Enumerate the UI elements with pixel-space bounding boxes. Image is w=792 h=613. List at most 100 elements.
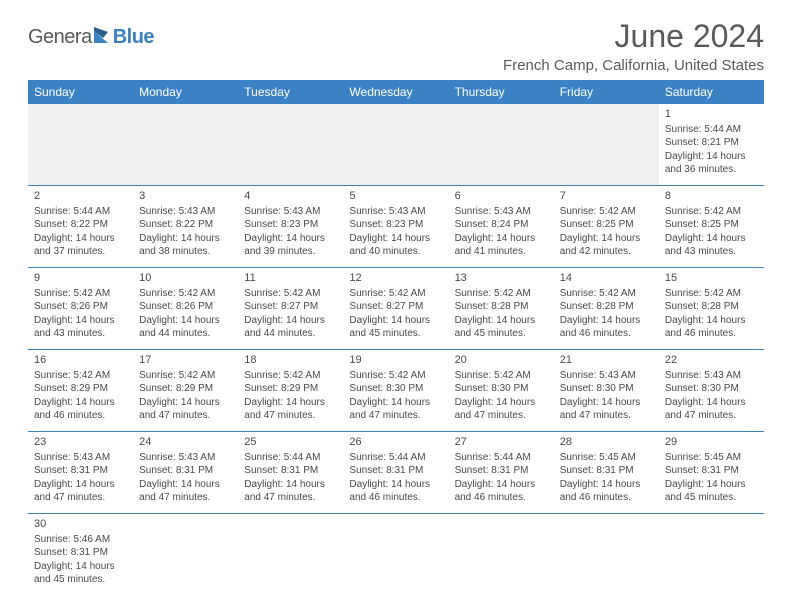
day-number: 7 [560,189,653,204]
calendar-day-cell [449,104,554,186]
day-daylight: Daylight: 14 hours and 44 minutes. [244,314,337,341]
calendar-day-cell [554,514,659,596]
calendar-day-cell: 3Sunrise: 5:43 AMSunset: 8:22 PMDaylight… [133,186,238,268]
day-sunrise: Sunrise: 5:42 AM [560,205,653,219]
day-sunrise: Sunrise: 5:42 AM [34,369,127,383]
day-sunset: Sunset: 8:22 PM [139,218,232,232]
calendar-week-row: 2Sunrise: 5:44 AMSunset: 8:22 PMDaylight… [28,186,764,268]
day-daylight: Daylight: 14 hours and 41 minutes. [455,232,548,259]
calendar-day-cell [554,104,659,186]
day-number: 17 [139,353,232,368]
day-sunrise: Sunrise: 5:42 AM [139,287,232,301]
day-sunset: Sunset: 8:30 PM [665,382,758,396]
calendar-day-cell: 8Sunrise: 5:42 AMSunset: 8:25 PMDaylight… [659,186,764,268]
calendar-day-cell: 26Sunrise: 5:44 AMSunset: 8:31 PMDayligh… [343,432,448,514]
day-sunrise: Sunrise: 5:42 AM [139,369,232,383]
day-sunrise: Sunrise: 5:44 AM [665,123,758,137]
day-sunrise: Sunrise: 5:45 AM [560,451,653,465]
day-sunrise: Sunrise: 5:43 AM [139,205,232,219]
day-sunset: Sunset: 8:31 PM [139,464,232,478]
calendar-day-cell: 16Sunrise: 5:42 AMSunset: 8:29 PMDayligh… [28,350,133,432]
logo-text-1: Genera [28,26,92,49]
day-sunset: Sunset: 8:31 PM [455,464,548,478]
day-daylight: Daylight: 14 hours and 42 minutes. [560,232,653,259]
day-daylight: Daylight: 14 hours and 46 minutes. [560,314,653,341]
day-daylight: Daylight: 14 hours and 39 minutes. [244,232,337,259]
calendar-day-cell [343,514,448,596]
day-daylight: Daylight: 14 hours and 47 minutes. [244,396,337,423]
day-sunrise: Sunrise: 5:43 AM [665,369,758,383]
calendar-day-cell [133,104,238,186]
day-daylight: Daylight: 14 hours and 45 minutes. [455,314,548,341]
day-sunrise: Sunrise: 5:42 AM [34,287,127,301]
logo-icon [94,27,112,48]
calendar-day-cell: 25Sunrise: 5:44 AMSunset: 8:31 PMDayligh… [238,432,343,514]
day-sunset: Sunset: 8:31 PM [244,464,337,478]
day-sunrise: Sunrise: 5:44 AM [244,451,337,465]
calendar-day-cell [28,104,133,186]
calendar-week-row: 30Sunrise: 5:46 AMSunset: 8:31 PMDayligh… [28,514,764,596]
calendar-day-cell [133,514,238,596]
day-daylight: Daylight: 14 hours and 47 minutes. [455,396,548,423]
day-number: 19 [349,353,442,368]
day-sunset: Sunset: 8:31 PM [34,546,127,560]
day-sunrise: Sunrise: 5:42 AM [349,287,442,301]
day-number: 20 [455,353,548,368]
day-daylight: Daylight: 14 hours and 46 minutes. [455,478,548,505]
day-daylight: Daylight: 14 hours and 46 minutes. [560,478,653,505]
weekday-header: Saturday [659,80,764,104]
day-daylight: Daylight: 14 hours and 44 minutes. [139,314,232,341]
day-sunset: Sunset: 8:21 PM [665,136,758,150]
calendar-day-cell: 13Sunrise: 5:42 AMSunset: 8:28 PMDayligh… [449,268,554,350]
day-daylight: Daylight: 14 hours and 46 minutes. [349,478,442,505]
day-sunrise: Sunrise: 5:42 AM [665,205,758,219]
day-sunset: Sunset: 8:30 PM [349,382,442,396]
day-sunrise: Sunrise: 5:42 AM [665,287,758,301]
day-sunrise: Sunrise: 5:43 AM [244,205,337,219]
calendar-day-cell [238,514,343,596]
day-daylight: Daylight: 14 hours and 46 minutes. [34,396,127,423]
day-sunrise: Sunrise: 5:42 AM [349,369,442,383]
day-daylight: Daylight: 14 hours and 38 minutes. [139,232,232,259]
day-sunrise: Sunrise: 5:45 AM [665,451,758,465]
calendar-day-cell: 7Sunrise: 5:42 AMSunset: 8:25 PMDaylight… [554,186,659,268]
day-sunrise: Sunrise: 5:43 AM [349,205,442,219]
calendar-day-cell [449,514,554,596]
day-number: 15 [665,271,758,286]
calendar-day-cell: 19Sunrise: 5:42 AMSunset: 8:30 PMDayligh… [343,350,448,432]
calendar-day-cell: 17Sunrise: 5:42 AMSunset: 8:29 PMDayligh… [133,350,238,432]
day-daylight: Daylight: 14 hours and 47 minutes. [34,478,127,505]
weekday-header: Monday [133,80,238,104]
day-sunset: Sunset: 8:30 PM [455,382,548,396]
day-number: 28 [560,435,653,450]
day-sunset: Sunset: 8:28 PM [665,300,758,314]
title-block: June 2024 French Camp, California, Unite… [503,18,764,74]
day-number: 4 [244,189,337,204]
day-sunset: Sunset: 8:28 PM [455,300,548,314]
calendar-day-cell: 4Sunrise: 5:43 AMSunset: 8:23 PMDaylight… [238,186,343,268]
day-sunrise: Sunrise: 5:43 AM [560,369,653,383]
day-number: 13 [455,271,548,286]
calendar-day-cell: 14Sunrise: 5:42 AMSunset: 8:28 PMDayligh… [554,268,659,350]
weekday-header: Friday [554,80,659,104]
day-number: 1 [665,107,758,122]
day-daylight: Daylight: 14 hours and 37 minutes. [34,232,127,259]
calendar-day-cell: 22Sunrise: 5:43 AMSunset: 8:30 PMDayligh… [659,350,764,432]
day-daylight: Daylight: 14 hours and 45 minutes. [34,560,127,587]
day-number: 16 [34,353,127,368]
day-daylight: Daylight: 14 hours and 47 minutes. [139,396,232,423]
day-daylight: Daylight: 14 hours and 36 minutes. [665,150,758,177]
calendar-day-cell: 2Sunrise: 5:44 AMSunset: 8:22 PMDaylight… [28,186,133,268]
day-sunrise: Sunrise: 5:44 AM [455,451,548,465]
day-sunrise: Sunrise: 5:42 AM [244,369,337,383]
day-number: 24 [139,435,232,450]
day-sunrise: Sunrise: 5:43 AM [455,205,548,219]
calendar-day-cell: 28Sunrise: 5:45 AMSunset: 8:31 PMDayligh… [554,432,659,514]
day-number: 5 [349,189,442,204]
day-sunset: Sunset: 8:29 PM [244,382,337,396]
calendar-day-cell [238,104,343,186]
day-number: 8 [665,189,758,204]
day-number: 3 [139,189,232,204]
location: French Camp, California, United States [503,57,764,74]
day-daylight: Daylight: 14 hours and 47 minutes. [139,478,232,505]
